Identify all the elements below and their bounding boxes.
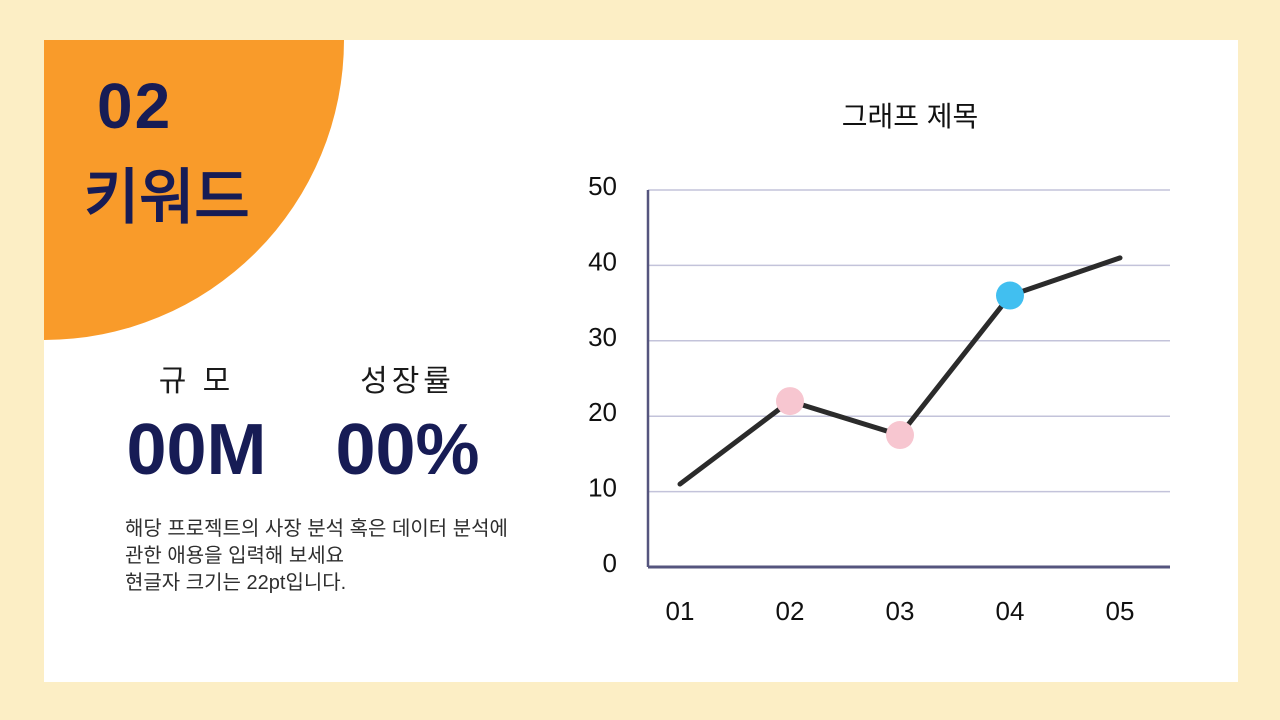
metric-scale-label: 규 모: [158, 365, 235, 398]
metric-growth: 성장률 00%: [310, 364, 505, 488]
line-chart: 0 10 20 30 40 50 01 02 03 04 05: [588, 171, 1170, 626]
svg-text:40: 40: [588, 246, 617, 276]
svg-text:02: 02: [776, 596, 805, 626]
svg-text:01: 01: [666, 596, 695, 626]
corner-accent-shape: 02 키워드: [44, 40, 344, 340]
chart-title: 그래프 제목: [841, 101, 979, 132]
description-text: 해당 프로젝트의 사장 분석 혹은 데이터 분석에 관한 애용을 입력해 보세요…: [125, 518, 508, 594]
metric-scale-value: 00M: [126, 410, 267, 490]
svg-text:20: 20: [588, 397, 617, 427]
metric-growth-label: 성장률: [360, 365, 455, 398]
svg-text:05: 05: [1106, 596, 1135, 626]
metric-scale: 규 모 00M: [99, 364, 294, 488]
svg-text:10: 10: [588, 473, 617, 503]
slide-card: 02 키워드 규 모 00M 성장률 00% 해당 프로젝트의 사장 분석 혹은…: [44, 40, 1238, 682]
svg-text:04: 04: [996, 596, 1025, 626]
section-title: 키워드: [84, 164, 250, 231]
svg-text:50: 50: [588, 171, 617, 201]
svg-text:0: 0: [603, 548, 617, 578]
svg-text:03: 03: [886, 596, 915, 626]
svg-text:30: 30: [588, 322, 617, 352]
section-number: 02: [97, 70, 173, 142]
metric-growth-value: 00%: [335, 410, 480, 490]
